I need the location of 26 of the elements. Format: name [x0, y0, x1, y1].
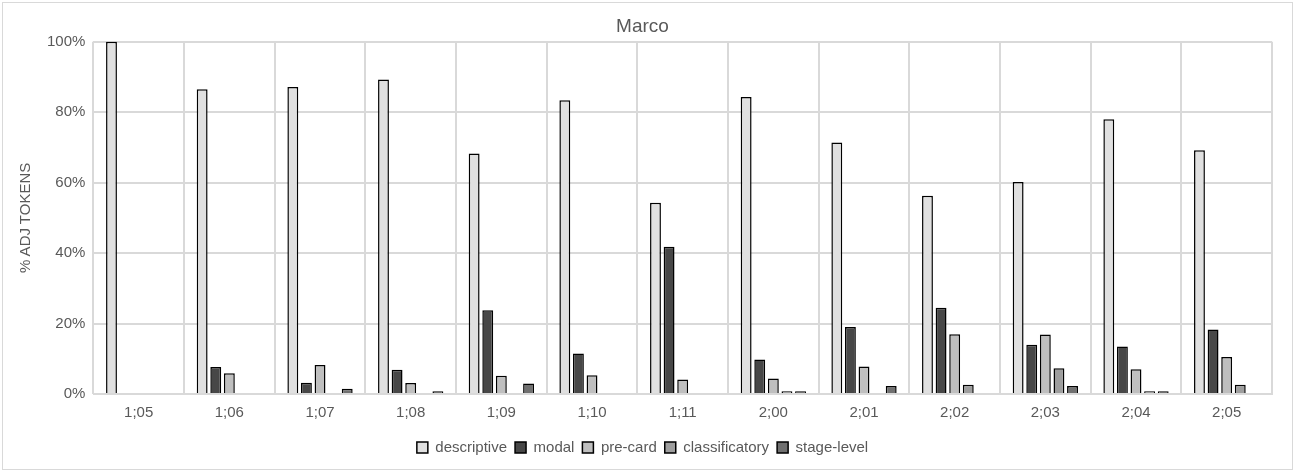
x-tick-label: 1;10	[577, 403, 607, 421]
x-tick-label: 2;02	[940, 403, 970, 421]
y-tick-label: 100%	[46, 31, 86, 49]
y-tick-label: 60%	[55, 172, 86, 190]
x-tick-label: 2;05	[1212, 403, 1242, 421]
x-tick-label: 2;03	[1030, 403, 1060, 421]
x-tick-label: 2;01	[849, 403, 879, 421]
y-tick-label: 80%	[55, 102, 86, 120]
y-tick-label: 0%	[63, 384, 86, 402]
y-axis-title: % ADJ TOKENS	[16, 162, 34, 274]
x-tick-label: 2;04	[1121, 403, 1151, 421]
x-tick-label: 1;11	[668, 403, 697, 421]
x-tick-label: 1;07	[305, 403, 335, 421]
legend-label: classificatory	[683, 437, 770, 455]
y-tick-label: 40%	[55, 243, 86, 261]
legend-label: descriptive	[435, 437, 508, 455]
legend-label: modal	[533, 437, 575, 455]
x-tick-label: 1;06	[214, 403, 244, 421]
x-tick-label: 1;09	[486, 403, 516, 421]
x-tick-label: 1;05	[124, 403, 154, 421]
chart-title: Marco	[616, 14, 669, 36]
x-tick-label: 2;00	[758, 403, 788, 421]
x-tick-label: 1;08	[396, 403, 426, 421]
legend-label: stage-level	[795, 437, 869, 455]
legend-label: pre-card	[600, 437, 657, 455]
y-tick-label: 20%	[55, 313, 86, 331]
